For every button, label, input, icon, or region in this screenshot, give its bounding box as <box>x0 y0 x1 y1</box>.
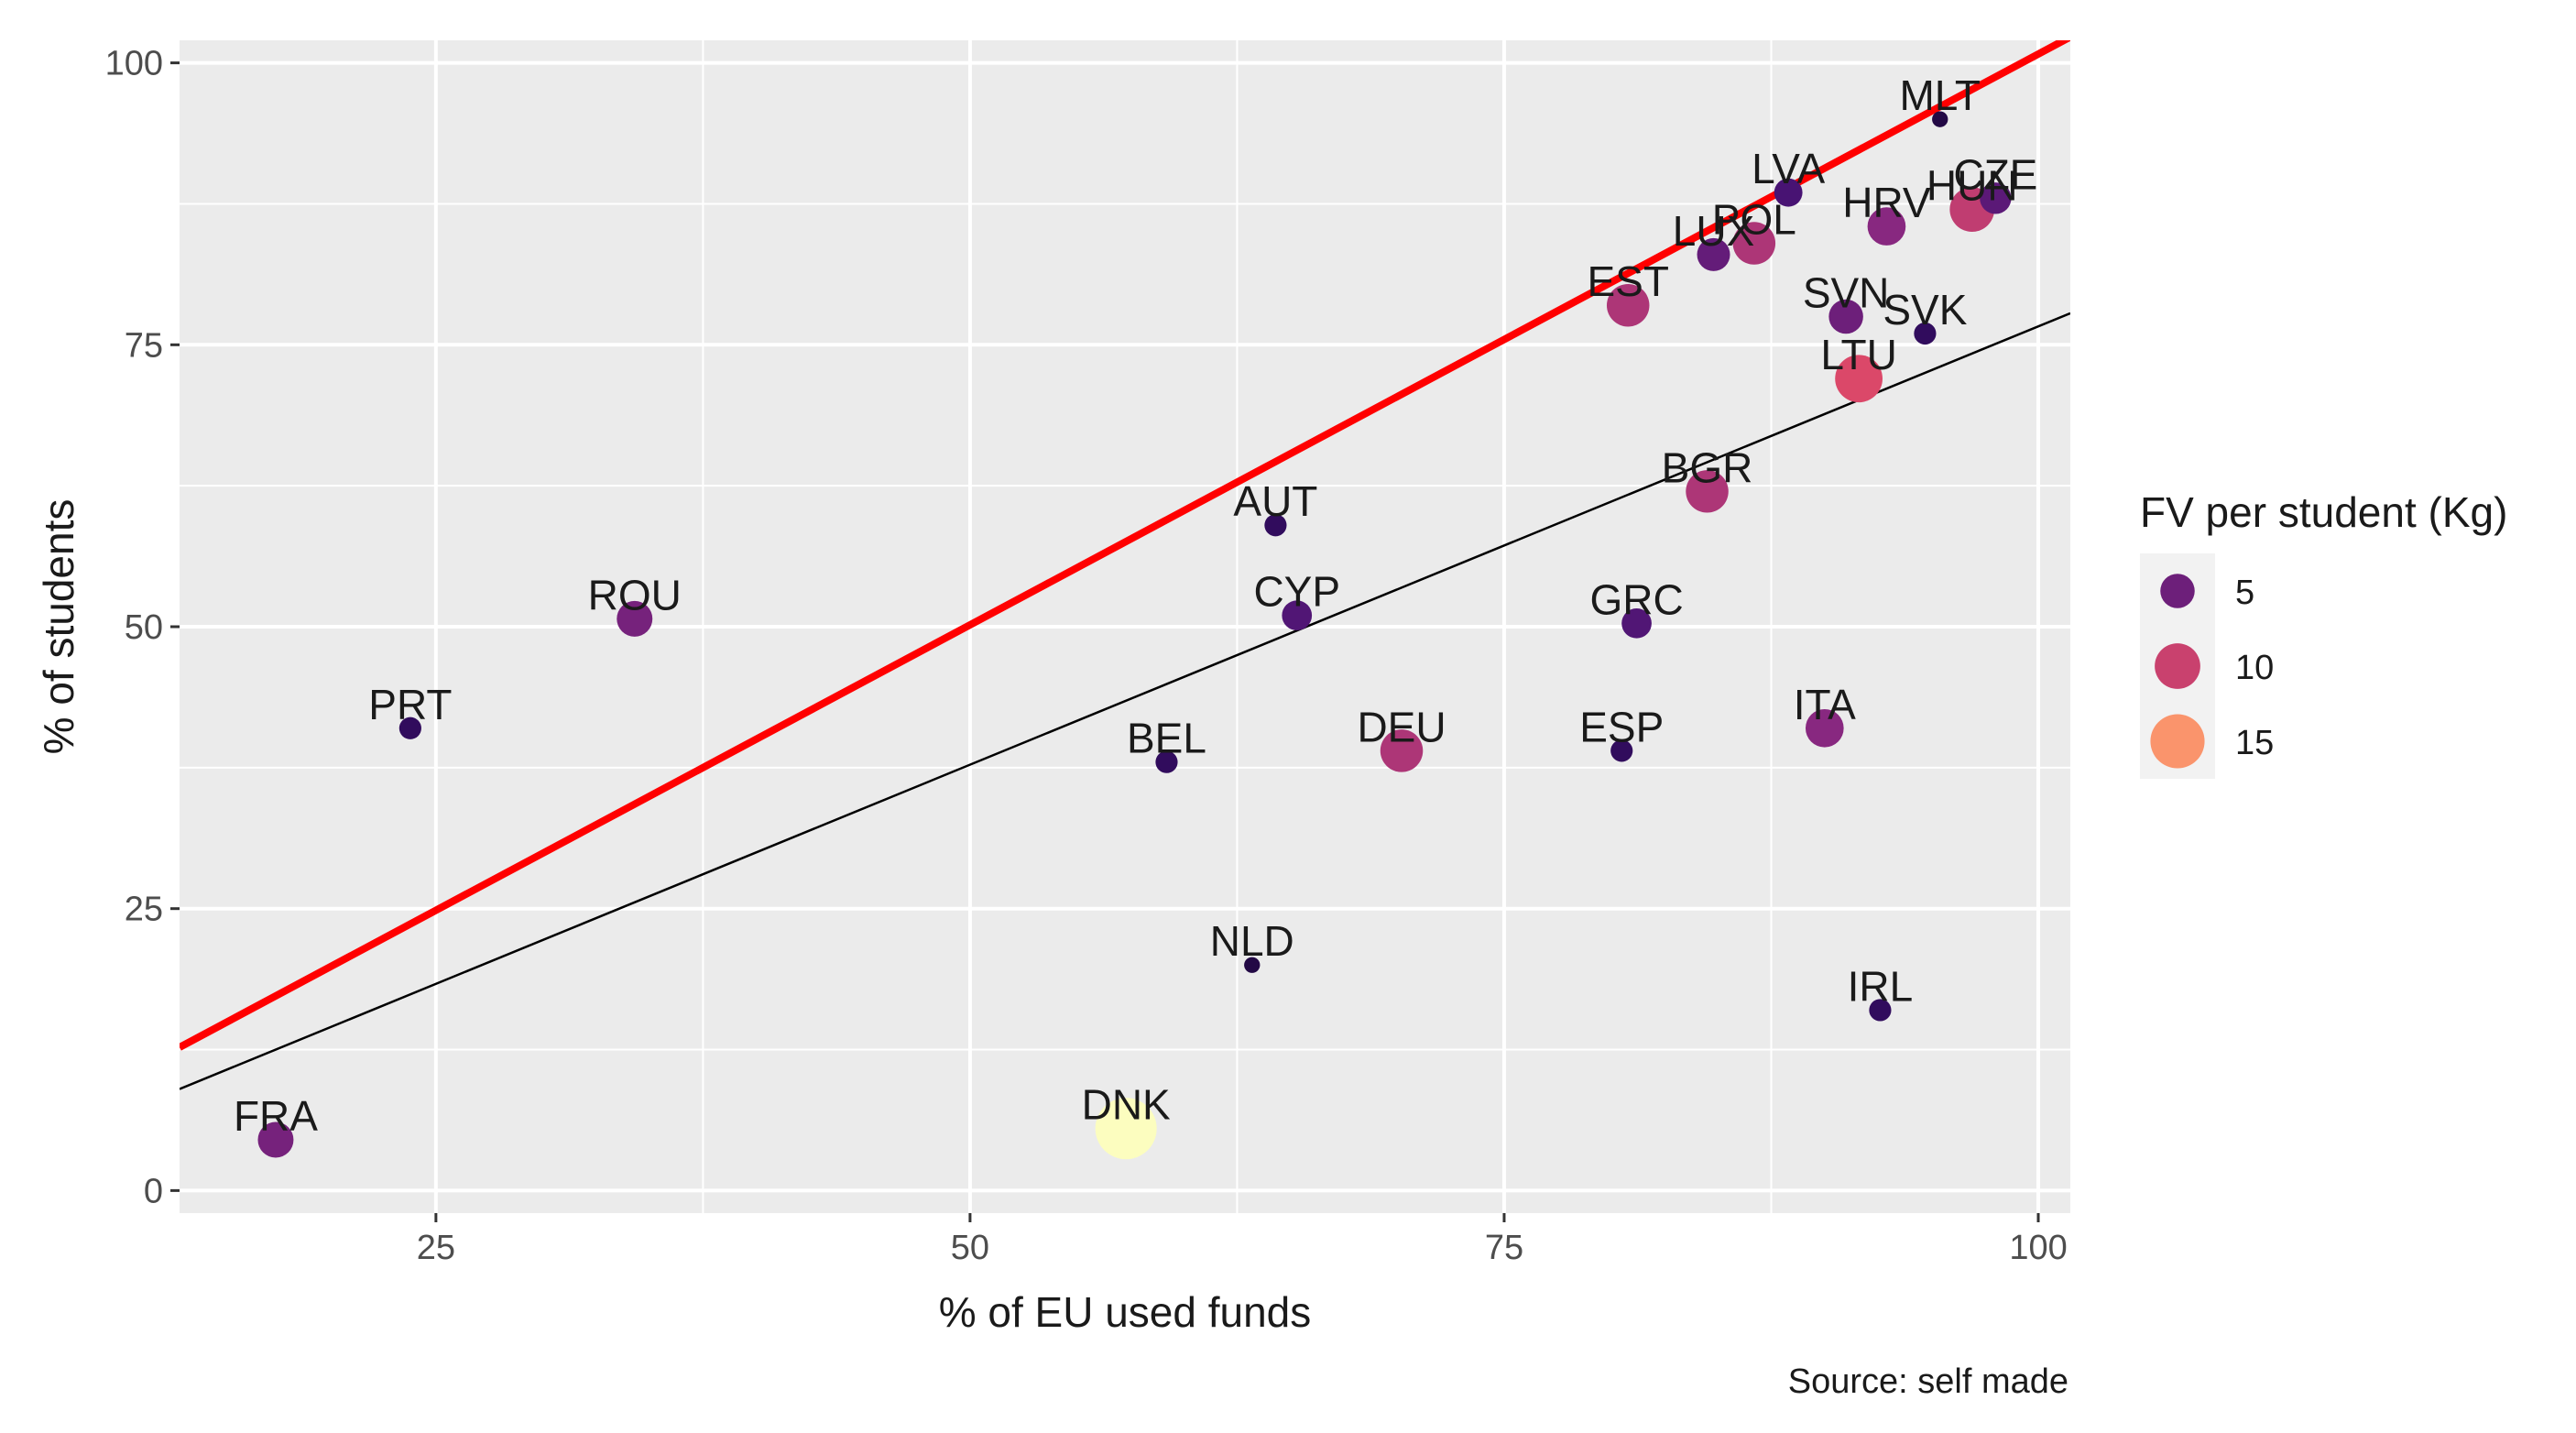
red-line <box>180 40 2070 1051</box>
legend-label-15: 15 <box>2235 724 2274 762</box>
x-axis-title: % of EU used funds <box>939 1288 1312 1336</box>
point-label-cyp: CYP <box>1253 568 1340 616</box>
point-dnk <box>1095 1098 1157 1160</box>
point-irl <box>1869 999 1892 1022</box>
point-label-ita: ITA <box>1794 681 1856 728</box>
y-tick-label: 100 <box>105 45 163 83</box>
point-deu <box>1380 729 1424 772</box>
point-label-esp: ESP <box>1579 703 1664 750</box>
point-label-bgr: BGR <box>1662 443 1753 491</box>
point-label-svn: SVN <box>1803 269 1890 317</box>
point-label-fra: FRA <box>234 1092 318 1140</box>
point-fra <box>257 1121 294 1158</box>
point-label-grc: GRC <box>1589 575 1683 623</box>
point-pol <box>1732 222 1776 265</box>
point-label-mlt: MLT <box>1899 71 1981 119</box>
point-label-svk: SVK <box>1883 286 1967 334</box>
y-tick-label: 75 <box>125 326 163 365</box>
point-est <box>1606 283 1650 327</box>
point-label-cze: CZE <box>1953 150 2037 198</box>
point-label-prt: PRT <box>368 681 452 728</box>
fit-line <box>180 312 2070 1090</box>
point-label-est: EST <box>1587 257 1668 305</box>
point-label-bel: BEL <box>1127 715 1206 762</box>
y-tick-label: 50 <box>125 608 163 647</box>
point-rou <box>617 600 653 637</box>
y-axis-title: % of students <box>35 499 82 755</box>
point-label-pol: POL <box>1712 196 1796 244</box>
point-labels: FRA PRT ROU BEL DNK NLD AUT CYP DEU EST ESP GRC BGR L… <box>234 71 2037 1140</box>
point-esp <box>1610 739 1633 762</box>
x-tick-label: 50 <box>951 1229 989 1267</box>
point-label-hrv: HRV <box>1842 179 1931 226</box>
legend: FV per student (Kg) 5 10 15 <box>2140 488 2507 779</box>
point-nld <box>1244 957 1261 973</box>
point-label-deu: DEU <box>1357 703 1446 750</box>
point-label-nld: NLD <box>1210 917 1294 965</box>
data-points <box>257 111 2012 1160</box>
y-tick-label: 0 <box>144 1172 163 1210</box>
x-tick-label: 75 <box>1485 1229 1523 1267</box>
point-prt <box>398 716 421 739</box>
point-label-dnk: DNK <box>1082 1081 1171 1129</box>
point-svk <box>1914 322 1937 345</box>
point-label-aut: AUT <box>1233 477 1317 525</box>
point-bel <box>1155 750 1178 773</box>
point-lva <box>1774 178 1803 207</box>
point-label-lva: LVA <box>1752 145 1825 192</box>
legend-label-10: 10 <box>2235 649 2274 687</box>
grid-major <box>180 40 2070 1213</box>
point-label-rou: ROU <box>588 571 682 618</box>
legend-key-5 <box>2160 574 2195 608</box>
point-label-ltu: LTU <box>1820 331 1897 378</box>
point-label-lux: LUX <box>1673 207 1754 255</box>
x-axis-ticks: 25 50 75 100 <box>417 1213 2068 1267</box>
y-tick-label: 25 <box>125 891 163 929</box>
point-bgr <box>1686 470 1729 513</box>
point-grc <box>1621 607 1652 639</box>
point-cze <box>1980 182 2012 214</box>
reference-lines <box>180 40 2070 1090</box>
point-cyp <box>1282 600 1313 631</box>
x-tick-label: 100 <box>2009 1229 2067 1267</box>
x-tick-label: 25 <box>417 1229 455 1267</box>
point-mlt <box>1932 111 1948 127</box>
point-aut <box>1264 514 1287 537</box>
legend-title: FV per student (Kg) <box>2140 488 2507 536</box>
y-axis-ticks: 0 25 50 75 100 <box>105 45 180 1210</box>
point-ita <box>1805 708 1844 748</box>
legend-keys: 5 10 15 <box>2140 553 2274 779</box>
point-hrv <box>1867 207 1906 246</box>
point-svn <box>1828 299 1863 334</box>
legend-label-5: 5 <box>2235 574 2254 612</box>
point-ltu <box>1835 355 1883 403</box>
legend-key-15 <box>2150 714 2205 769</box>
point-lux <box>1697 237 1730 271</box>
legend-key-10 <box>2155 643 2200 689</box>
point-label-irl: IRL <box>1848 962 1914 1010</box>
chart-caption: Source: self made <box>1788 1362 2068 1401</box>
point-label-hun: HUN <box>1927 162 2018 210</box>
